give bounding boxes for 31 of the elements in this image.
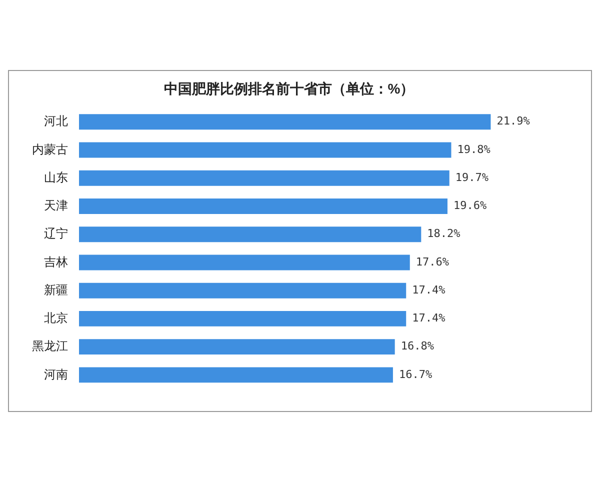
y-tick-label: 河北 xyxy=(44,114,68,128)
bar xyxy=(79,310,406,326)
data-label: 19.7% xyxy=(455,170,489,184)
y-tick-label: 新疆 xyxy=(44,282,68,297)
y-tick-label: 黑龙江 xyxy=(32,339,68,354)
data-label: 17.4% xyxy=(412,283,446,296)
data-label: 19.6% xyxy=(453,199,487,212)
y-tick-label: 辽宁 xyxy=(44,226,68,241)
y-tick-label: 北京 xyxy=(44,311,68,326)
y-tick-label: 天津 xyxy=(44,198,68,213)
y-tick-label: 吉林 xyxy=(44,254,68,269)
bar xyxy=(79,142,452,158)
data-label: 16.7% xyxy=(398,368,432,381)
chart-title: 中国肥胖比例排名前十省市（单位：%） xyxy=(164,80,414,96)
data-label: 16.8% xyxy=(400,340,434,353)
bar xyxy=(79,254,410,270)
bar xyxy=(79,226,422,242)
bar xyxy=(79,282,406,298)
y-tick-label: 山东 xyxy=(44,170,68,184)
y-tick-label: 内蒙古 xyxy=(32,142,68,156)
data-label: 17.4% xyxy=(412,312,446,325)
bar xyxy=(79,367,393,383)
data-label: 19.8% xyxy=(457,142,491,156)
bar xyxy=(79,114,491,130)
bar xyxy=(79,170,450,186)
data-label: 17.6% xyxy=(416,255,450,268)
data-label: 18.2% xyxy=(427,227,461,240)
y-tick-label: 河南 xyxy=(44,367,68,382)
bar xyxy=(79,198,448,214)
bar xyxy=(79,339,395,355)
data-label: 21.9% xyxy=(496,114,530,128)
